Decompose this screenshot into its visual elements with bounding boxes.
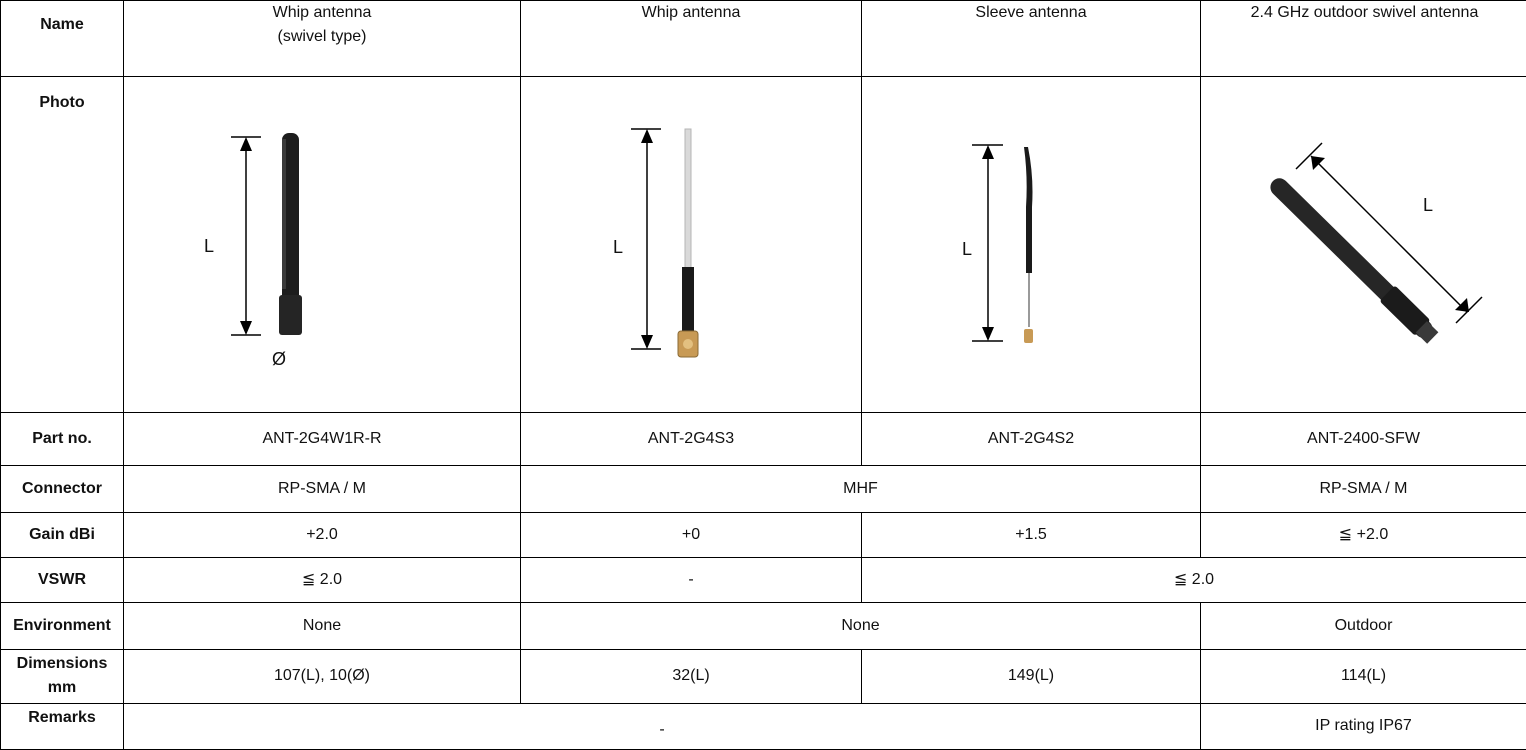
name-text: Whip antenna (swivel type) (272, 4, 372, 45)
row-header-remarks: Remarks (0, 702, 124, 750)
length-label: L (962, 239, 972, 259)
connector-col-4: RP-SMA / M (1200, 465, 1526, 513)
dimensions-col-3: 149(L) (861, 648, 1201, 704)
outdoor-swivel-antenna-photo: L (1270, 142, 1483, 344)
dimensions-col-4: 114(L) (1200, 648, 1526, 704)
row-connector: Connector RP-SMA / M MHF RP-SMA / M (0, 465, 1526, 513)
name-col-3: Sleeve antenna (861, 0, 1201, 77)
gain-col-3: +1.5 (861, 511, 1201, 558)
length-label: L (1423, 195, 1433, 215)
sleeve-antenna-photo: L (962, 144, 1033, 343)
photo-col-1: L Ø (123, 75, 521, 414)
length-label: L (204, 236, 214, 256)
row-header-dimensions: Dimensions mm (0, 648, 124, 704)
environment-col-1: None (123, 602, 521, 650)
vswr-col-3-4: ≦ 2.0 (861, 556, 1526, 604)
part-no-col-4: ANT-2400-SFW (1200, 412, 1526, 467)
dimensions-col-1: 107(L), 10(Ø) (123, 648, 521, 704)
row-header-gain: Gain dBi (0, 511, 124, 558)
row-photo: Photo L Ø (0, 75, 1526, 414)
swivel-whip-antenna-photo: L Ø (204, 132, 302, 369)
row-vswr: VSWR ≦ 2.0 - ≦ 2.0 (0, 556, 1526, 604)
vswr-col-2: - (520, 556, 862, 604)
connector-col-2-3: MHF (520, 465, 1201, 513)
row-remarks: Remarks - IP rating IP67 (0, 702, 1526, 750)
dimensions-col-2: 32(L) (520, 648, 862, 704)
connector-col-1: RP-SMA / M (123, 465, 521, 513)
gain-col-2: +0 (520, 511, 862, 558)
remarks-col-1-3: - (123, 702, 1201, 750)
row-header-connector: Connector (0, 465, 124, 513)
length-label: L (613, 237, 623, 257)
vswr-col-1: ≦ 2.0 (123, 556, 521, 604)
gain-col-4: ≦ +2.0 (1200, 511, 1526, 558)
photo-col-4: L (1200, 75, 1526, 414)
row-environment: Environment None None Outdoor (0, 602, 1526, 650)
row-header-name: Name (0, 0, 124, 77)
photo-col-2: L (520, 75, 862, 414)
part-no-col-3: ANT-2G4S2 (861, 412, 1201, 467)
gain-col-1: +2.0 (123, 511, 521, 558)
whip-antenna-photo: L (613, 128, 699, 358)
dimensions-header-text: Dimensions mm (16, 655, 108, 697)
row-header-part-no: Part no. (0, 412, 124, 467)
row-header-photo: Photo (0, 75, 124, 414)
row-gain: Gain dBi +2.0 +0 +1.5 ≦ +2.0 (0, 511, 1526, 558)
remarks-col-4: IP rating IP67 (1200, 702, 1526, 750)
row-header-vswr: VSWR (0, 556, 124, 604)
row-name: Name Whip antenna (swivel type) Whip ant… (0, 0, 1526, 77)
row-part-no: Part no. ANT-2G4W1R-R ANT-2G4S3 ANT-2G4S… (0, 412, 1526, 467)
row-header-environment: Environment (0, 602, 124, 650)
part-no-col-2: ANT-2G4S3 (520, 412, 862, 467)
row-dimensions: Dimensions mm 107(L), 10(Ø) 32(L) 149(L)… (0, 648, 1526, 704)
part-no-col-1: ANT-2G4W1R-R (123, 412, 521, 467)
diameter-label: Ø (272, 349, 286, 369)
name-col-2: Whip antenna (520, 0, 862, 77)
name-col-4: 2.4 GHz outdoor swivel antenna (1200, 0, 1526, 77)
name-col-1: Whip antenna (swivel type) (123, 0, 521, 77)
environment-col-4: Outdoor (1200, 602, 1526, 650)
environment-col-2-3: None (520, 602, 1201, 650)
photo-col-3: L (861, 75, 1201, 414)
